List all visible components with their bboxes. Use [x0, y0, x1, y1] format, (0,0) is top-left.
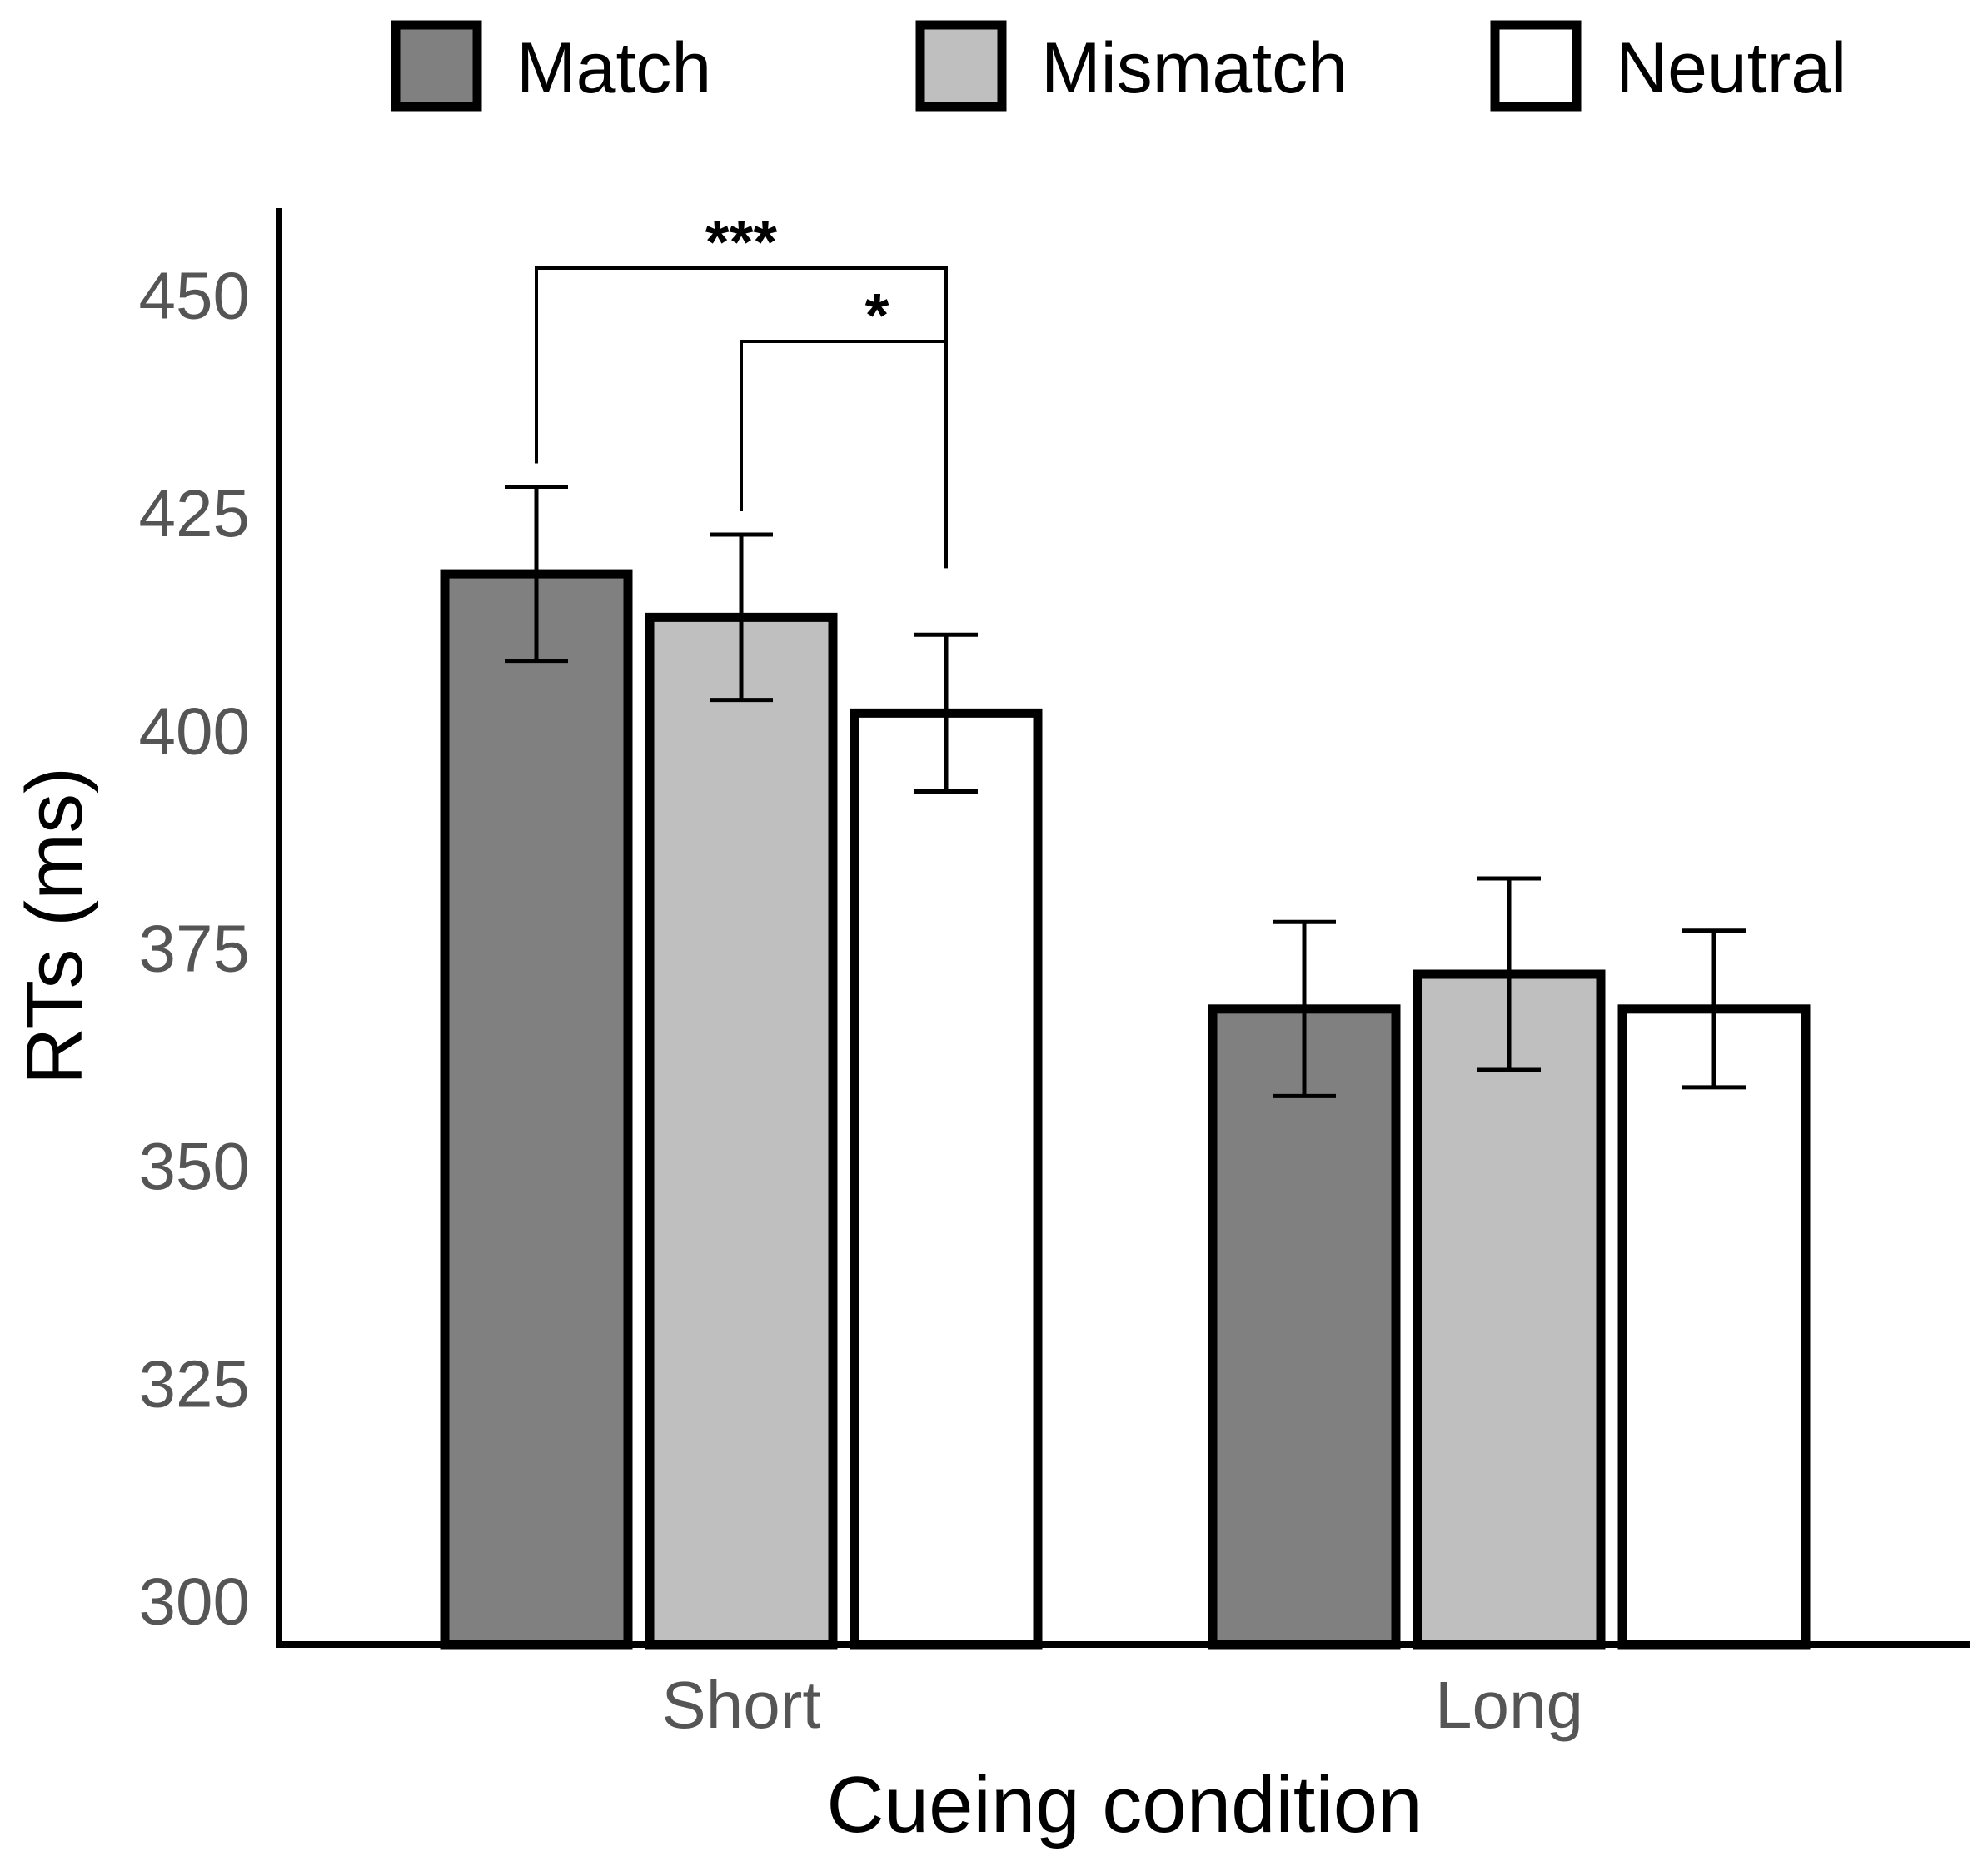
bar-short-neutral: [850, 708, 1043, 1650]
significance-brackets: ****: [535, 207, 948, 569]
y-tick-label-300: 300: [139, 1565, 250, 1639]
y-axis-ticks: 300 325 350 375 400 425 450: [139, 259, 250, 1639]
x-axis-category-labels: Short Long: [661, 1668, 1583, 1742]
legend-label-match: Match: [516, 28, 711, 108]
y-tick-label-450: 450: [139, 259, 250, 333]
y-tick-label-425: 425: [139, 476, 250, 550]
y-tick-label-400: 400: [139, 694, 250, 768]
error-bar-long-match: [1273, 919, 1336, 1098]
error-bar-long-neutral: [1682, 928, 1746, 1090]
bar-long-mismatch: [1413, 969, 1606, 1650]
error-bar-short-match: [505, 485, 568, 664]
y-tick-label-325: 325: [139, 1346, 250, 1421]
error-bar-short-mismatch: [710, 532, 773, 703]
error-bar-short-neutral: [914, 632, 978, 794]
legend: Match Mismatch Neutral: [391, 20, 1846, 112]
error-bars: [505, 485, 1746, 1098]
legend-swatch-neutral: [1490, 20, 1582, 112]
bar-short-mismatch: [645, 612, 838, 1650]
bar-long-match: [1208, 1004, 1401, 1650]
error-bar-long-mismatch: [1477, 876, 1541, 1072]
legend-item-match: Match: [391, 20, 711, 112]
x-category-label-short: Short: [661, 1668, 820, 1742]
y-axis-title: RTs (ms): [10, 767, 99, 1085]
bars: [440, 569, 1811, 1650]
legend-item-mismatch: Mismatch: [915, 20, 1348, 112]
legend-item-neutral: Neutral: [1490, 20, 1846, 112]
significance-bracket-mismatch-neutral: *: [740, 281, 948, 569]
x-axis-title: Cueing condition: [826, 1760, 1422, 1849]
bar-long-neutral: [1617, 1004, 1811, 1650]
significance-label: ***: [705, 207, 778, 276]
x-category-label-long: Long: [1435, 1668, 1583, 1742]
legend-label-neutral: Neutral: [1616, 28, 1846, 108]
significance-bracket-line: [740, 340, 948, 569]
significance-label: *: [865, 281, 889, 350]
legend-swatch-match: [391, 20, 482, 112]
legend-swatch-mismatch: [915, 20, 1007, 112]
y-tick-label-350: 350: [139, 1129, 250, 1203]
y-tick-label-375: 375: [139, 912, 250, 986]
bar-short-match: [440, 569, 633, 1650]
legend-label-mismatch: Mismatch: [1041, 28, 1348, 108]
